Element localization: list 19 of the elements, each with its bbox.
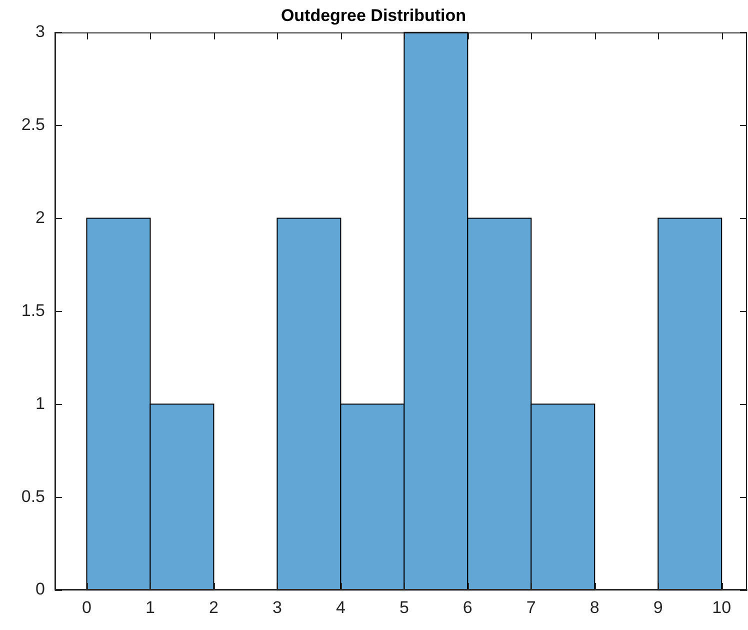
x-tick-label: 4 <box>336 598 346 617</box>
y-tick-label: 2.5 <box>21 115 45 134</box>
x-tick-label: 3 <box>272 598 282 617</box>
y-tick-label: 3 <box>36 22 45 42</box>
y-tick-label: 1.5 <box>21 300 45 320</box>
x-tick-label: 7 <box>526 598 536 617</box>
x-tick-label: 6 <box>462 598 472 617</box>
chart-title: Outdegree Distribution <box>280 6 466 25</box>
x-tick-label: 1 <box>145 598 155 617</box>
x-tick-label: 2 <box>208 598 218 617</box>
y-tick-label: 0 <box>36 580 45 599</box>
y-tick-label: 0.5 <box>21 486 45 506</box>
x-tick-label: 8 <box>590 598 600 617</box>
x-tick-label: 0 <box>82 598 92 617</box>
x-tick-label: 10 <box>712 598 732 617</box>
x-tick-label: 5 <box>399 598 409 617</box>
y-tick-label: 2 <box>36 208 45 227</box>
x-tick-label: 9 <box>653 598 663 617</box>
y-tick-label: 1 <box>36 394 45 413</box>
